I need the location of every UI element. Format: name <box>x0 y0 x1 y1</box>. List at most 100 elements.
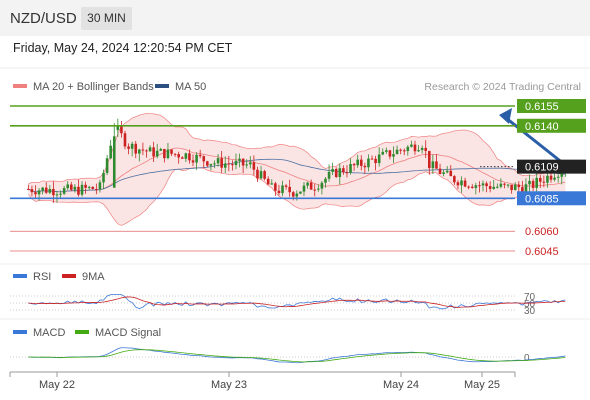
candle-body <box>510 184 513 191</box>
candle-body <box>460 180 463 186</box>
candle-body <box>560 171 564 177</box>
rsi-level-label: 30 <box>524 306 536 317</box>
candle-body <box>528 180 531 185</box>
candle-body <box>288 186 291 193</box>
candle-body <box>112 136 116 188</box>
candle-body <box>313 189 317 191</box>
candle-body <box>406 146 410 152</box>
candle-body <box>223 163 227 168</box>
macd-level-label: 0 <box>524 353 530 364</box>
candle-body <box>191 160 195 163</box>
candle-body <box>48 188 52 193</box>
rsi-legend-swatch <box>13 274 27 278</box>
candle-body <box>234 160 238 165</box>
datetime-label: Friday, May 24, 2024 12:20:54 PM CET <box>13 41 233 55</box>
candle-body <box>435 161 438 169</box>
candle-body <box>399 149 402 151</box>
candle-body <box>259 171 263 179</box>
candle-body <box>206 161 209 166</box>
candle-body <box>345 172 349 174</box>
candle-body <box>488 186 492 189</box>
lower-level-label: 0.6045 <box>525 246 559 258</box>
candle-body <box>120 126 123 134</box>
candle-body <box>496 186 499 188</box>
candle-body <box>442 172 445 174</box>
candle-body <box>309 182 313 190</box>
candle-body <box>317 188 320 190</box>
candle-body <box>109 145 112 159</box>
candle-body <box>513 184 517 191</box>
candle-body <box>342 168 345 173</box>
candle-body <box>148 147 152 152</box>
candle-body <box>180 157 184 159</box>
candle-body <box>91 186 95 189</box>
rsi-ma-legend-swatch <box>62 274 76 278</box>
candle-body <box>27 189 30 191</box>
header-bar: NZD/USD 30 MIN <box>0 0 590 36</box>
rsi-legend-label: RSI <box>33 271 51 283</box>
candle-body <box>238 158 241 161</box>
candle-body <box>123 133 127 147</box>
candle-body <box>30 189 34 193</box>
macd-signal-line <box>28 349 566 363</box>
candle-body <box>556 176 560 178</box>
candle-body <box>188 153 191 161</box>
candle-body <box>467 186 470 188</box>
candle-body <box>69 184 73 190</box>
candle-body <box>241 158 245 166</box>
candle-body <box>130 143 134 149</box>
candle-body <box>145 150 148 152</box>
candle-body <box>334 168 338 177</box>
candle-body <box>402 150 406 152</box>
macd-signal-legend-swatch <box>75 330 89 334</box>
current-price-box <box>517 159 586 174</box>
rsi-level-label: 50 <box>524 299 536 310</box>
candle-body <box>213 163 216 165</box>
current-price-label: 0.6109 <box>525 162 559 174</box>
candle-body <box>542 181 546 183</box>
candle-body <box>216 158 220 164</box>
candle-body <box>367 158 370 168</box>
candle-body <box>395 149 399 155</box>
resistance-level-box <box>517 99 586 113</box>
candle-body <box>134 143 138 154</box>
candle-body <box>245 164 249 166</box>
candle-body <box>59 193 62 195</box>
candle-body <box>77 186 80 195</box>
x-tick-label: May 25 <box>464 379 500 391</box>
candle-body <box>359 159 363 166</box>
macd-legend-label: MACD <box>33 327 65 339</box>
candle-body <box>170 149 173 154</box>
candle-body <box>424 147 428 151</box>
candle-body <box>499 183 503 187</box>
candle-body <box>227 163 231 165</box>
candle-body <box>159 148 163 151</box>
candle-body <box>95 188 98 190</box>
candle-body <box>52 188 55 196</box>
ma50-legend-swatch <box>155 84 169 88</box>
candle-body <box>252 162 256 170</box>
candle-body <box>166 149 170 159</box>
candle-body <box>299 191 302 194</box>
candle-body <box>270 183 274 185</box>
candle-body <box>41 187 44 191</box>
candle-body <box>87 186 91 188</box>
bollinger-legend-label: MA 20 + Bollinger Bands <box>33 81 154 93</box>
candle-body <box>374 158 377 164</box>
candle-body <box>535 177 538 188</box>
candle-body <box>485 183 488 187</box>
candle-body <box>352 163 356 166</box>
candle-body <box>209 163 213 166</box>
candle-body <box>356 159 359 166</box>
candle-body <box>546 175 549 183</box>
candle-body <box>338 168 342 177</box>
candle-body <box>474 185 478 188</box>
bollinger-lower-line <box>28 167 566 226</box>
candle-body <box>274 183 277 191</box>
macd-line <box>28 347 566 364</box>
candle-body <box>327 171 331 179</box>
rsi-ma-line <box>28 296 566 308</box>
timeframe-button[interactable]: 30 MIN <box>81 7 132 30</box>
ma50-line <box>28 158 566 193</box>
